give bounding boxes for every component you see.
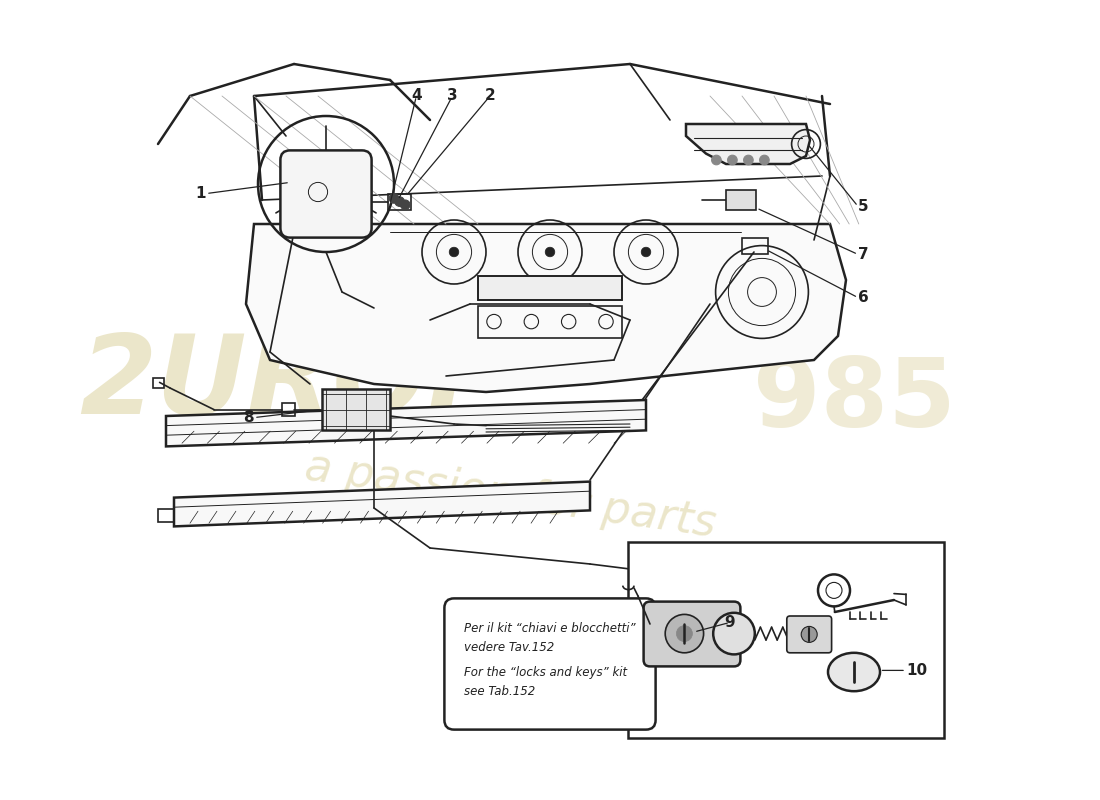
Circle shape — [712, 155, 722, 165]
Text: 3: 3 — [447, 89, 458, 103]
Text: 9: 9 — [725, 615, 735, 630]
Text: For the “locks and keys” kit
see Tab.152: For the “locks and keys” kit see Tab.152 — [464, 666, 627, 698]
Text: 6: 6 — [858, 290, 869, 305]
Circle shape — [400, 200, 410, 210]
Circle shape — [744, 155, 754, 165]
Circle shape — [449, 247, 459, 257]
Text: 2UROP: 2UROP — [79, 330, 508, 438]
Text: 2: 2 — [485, 89, 495, 103]
Bar — [282, 403, 295, 416]
Circle shape — [666, 614, 704, 653]
Polygon shape — [246, 224, 846, 392]
Bar — [478, 306, 622, 338]
FancyBboxPatch shape — [280, 150, 372, 238]
FancyBboxPatch shape — [644, 602, 740, 666]
Text: 985: 985 — [752, 354, 956, 446]
FancyBboxPatch shape — [444, 598, 656, 730]
Text: a passion for parts: a passion for parts — [301, 446, 718, 546]
Text: 7: 7 — [858, 247, 869, 262]
Bar — [153, 378, 164, 388]
Text: 10: 10 — [906, 663, 927, 678]
Circle shape — [395, 197, 405, 206]
Polygon shape — [686, 124, 810, 164]
Polygon shape — [174, 482, 590, 526]
Text: 4: 4 — [411, 89, 421, 103]
Circle shape — [727, 155, 737, 165]
Text: Per il kit “chiavi e blocchetti”
vedere Tav.152: Per il kit “chiavi e blocchetti” vedere … — [464, 622, 636, 654]
Circle shape — [676, 626, 692, 642]
Bar — [388, 194, 410, 210]
Bar — [478, 276, 622, 300]
Circle shape — [546, 247, 554, 257]
Bar — [742, 238, 768, 254]
Circle shape — [713, 613, 755, 654]
Circle shape — [760, 155, 769, 165]
Bar — [322, 389, 390, 430]
Bar — [726, 190, 757, 210]
Text: 8: 8 — [243, 410, 254, 425]
Text: 5: 5 — [858, 199, 869, 214]
Circle shape — [801, 626, 817, 642]
Circle shape — [389, 194, 399, 203]
Circle shape — [641, 247, 651, 257]
Ellipse shape — [828, 653, 880, 691]
Bar — [158, 509, 174, 522]
FancyBboxPatch shape — [786, 616, 832, 653]
Text: 1: 1 — [196, 186, 206, 201]
FancyBboxPatch shape — [628, 542, 944, 738]
Polygon shape — [166, 400, 646, 446]
Bar — [478, 276, 622, 300]
